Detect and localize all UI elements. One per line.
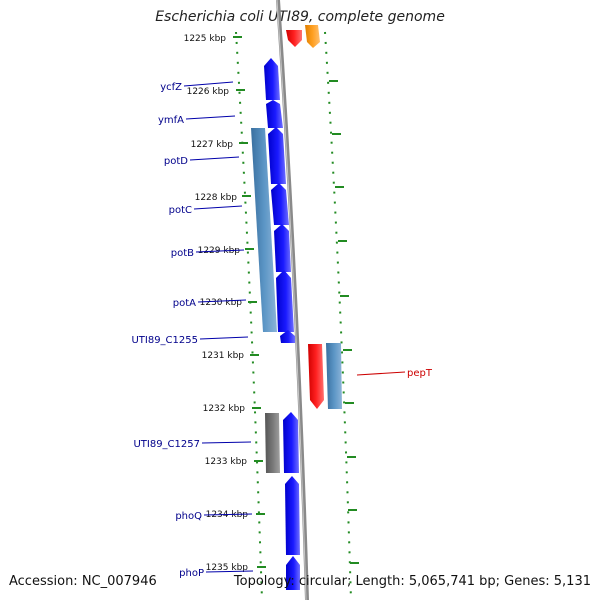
cds-arrow <box>283 412 299 473</box>
cds-arrow <box>266 100 283 128</box>
gene-label-potD[interactable]: potD <box>164 156 188 167</box>
outer-scale-track <box>324 31 352 600</box>
leader-line <box>203 513 253 516</box>
leader-line <box>195 249 245 253</box>
gene-label-phoQ[interactable]: phoQ <box>175 511 202 522</box>
leader-line <box>193 205 243 210</box>
leader-line <box>183 81 234 87</box>
leader-line <box>199 336 249 340</box>
leader-line <box>197 299 247 303</box>
feature-steel-right <box>326 343 342 409</box>
feature-steel-long <box>251 128 277 332</box>
leader-line <box>185 115 236 120</box>
tick-label: 1228 kbp <box>195 193 238 203</box>
leader-line <box>356 371 406 376</box>
cds-arrow <box>286 556 300 590</box>
feature-pepT <box>308 344 324 409</box>
tick-label: 1227 kbp <box>191 140 234 150</box>
feature-red-top <box>286 30 302 47</box>
cds-arrow <box>276 270 294 332</box>
gene-label-potB[interactable]: potB <box>171 248 194 259</box>
scale-tick-marks <box>233 36 359 568</box>
genome-summary-label: Topology: circular; Length: 5,065,741 bp… <box>233 574 591 589</box>
cds-arrow <box>264 58 280 100</box>
cds-arrow <box>274 224 291 272</box>
tick-label: 1231 kbp <box>202 351 245 361</box>
forward-cds-blue <box>264 58 300 590</box>
tick-label: 1225 kbp <box>184 34 227 44</box>
cds-arrow <box>285 476 300 555</box>
leader-line <box>189 156 240 161</box>
cds-arrow <box>280 330 295 343</box>
gene-label-phoP[interactable]: phoP <box>179 568 204 579</box>
gene-label-ymfA[interactable]: ymfA <box>158 115 184 126</box>
genome-backbone <box>276 0 309 600</box>
cds-arrow <box>268 127 286 184</box>
tick-label: 1230 kbp <box>200 298 243 308</box>
tick-label: 1226 kbp <box>187 87 230 97</box>
map-title: Escherichia coli UTI89, complete genome <box>155 9 445 25</box>
gene-label-potC[interactable]: potC <box>169 205 192 216</box>
leader-line <box>201 441 252 444</box>
tick-label: 1233 kbp <box>205 457 248 467</box>
feature-gray <box>265 413 280 473</box>
gene-label-UTI89_C1257[interactable]: UTI89_C1257 <box>133 439 200 450</box>
accession-label: Accession: NC_007946 <box>9 574 157 589</box>
gene-label-pepT[interactable]: pepT <box>407 368 433 379</box>
cds-arrow <box>271 183 289 225</box>
tick-label: 1235 kbp <box>206 563 249 573</box>
gene-label-potA[interactable]: potA <box>173 298 196 309</box>
feature-orange-top <box>305 25 320 48</box>
leader-line <box>205 570 254 573</box>
gene-label-ycfZ[interactable]: ycfZ <box>160 82 182 93</box>
gene-label-UTI89_C1255[interactable]: UTI89_C1255 <box>131 335 198 346</box>
genome-backbone-highlight <box>276 0 307 600</box>
tick-label: 1232 kbp <box>203 404 246 414</box>
